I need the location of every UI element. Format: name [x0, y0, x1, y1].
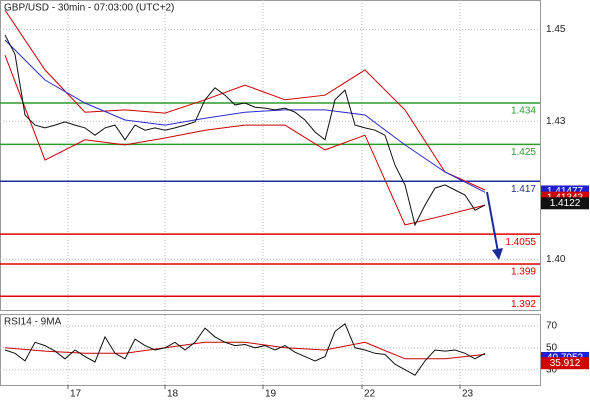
y-tick-label: 50	[546, 342, 558, 353]
x-tick-label: 18	[167, 389, 179, 400]
rsi-title: RSI14 - 9MA	[4, 317, 62, 328]
series-line	[4, 55, 486, 226]
y-tick-label: 70	[546, 321, 558, 332]
chart-title: GBP/USD - 30min - 07:03:00 (UTC+2)	[4, 3, 174, 14]
y-tick-label: 1.40	[546, 254, 566, 265]
price-badge-label: 1.4122	[550, 198, 581, 209]
level-label: 1.434	[511, 106, 536, 117]
level-label: 1.4055	[505, 237, 536, 248]
forecast-arrow	[486, 191, 499, 253]
x-tick-label: 23	[462, 389, 474, 400]
price-badge	[541, 357, 589, 370]
level-label: 1.417	[511, 184, 536, 195]
price-panel	[0, 0, 541, 311]
series-line	[4, 323, 486, 376]
y-tick-label: 1.45	[546, 24, 566, 35]
price-badge-label: 1.41477	[547, 186, 584, 197]
rsi-panel	[0, 314, 541, 386]
series-line	[4, 34, 486, 227]
forecast-arrow-head	[492, 248, 503, 260]
level-label: 1.425	[511, 147, 536, 158]
price-badge-label: 35.912	[550, 358, 581, 369]
x-tick-label: 17	[70, 389, 82, 400]
series-line	[4, 39, 486, 193]
level-label: 1.399	[511, 267, 536, 278]
x-tick-label: 22	[364, 389, 376, 400]
y-tick-label: 1.43	[546, 116, 566, 127]
price-badge	[541, 197, 589, 210]
y-tick-label: 30	[546, 364, 558, 375]
x-tick-label: 19	[265, 389, 277, 400]
level-label: 1.392	[511, 299, 536, 310]
series-line	[4, 341, 486, 360]
series-line	[4, 9, 486, 191]
